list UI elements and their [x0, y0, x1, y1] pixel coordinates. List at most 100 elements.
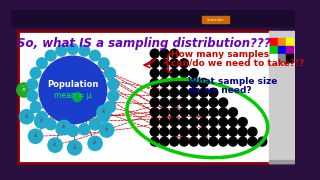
Circle shape: [170, 49, 179, 58]
Circle shape: [228, 108, 237, 117]
Bar: [286, 38, 293, 46]
Circle shape: [209, 127, 218, 136]
Circle shape: [180, 98, 188, 107]
Text: do we need?: do we need?: [188, 86, 252, 94]
Circle shape: [209, 108, 218, 117]
Circle shape: [199, 108, 208, 117]
Circle shape: [238, 118, 247, 127]
Circle shape: [79, 124, 90, 135]
Text: {: {: [160, 53, 174, 73]
Circle shape: [219, 118, 228, 127]
Text: $\bar{x}$: $\bar{x}$: [21, 86, 27, 94]
Circle shape: [189, 78, 198, 87]
Circle shape: [170, 59, 179, 68]
Circle shape: [90, 50, 100, 61]
Circle shape: [27, 79, 38, 89]
Circle shape: [97, 105, 111, 119]
Circle shape: [68, 44, 78, 54]
Circle shape: [170, 127, 179, 136]
Text: $\bar{x}$: $\bar{x}$: [61, 123, 67, 131]
Bar: [11, 10, 295, 32]
Circle shape: [180, 69, 188, 78]
Bar: [270, 54, 277, 62]
Text: Subscribe: Subscribe: [206, 18, 224, 22]
Circle shape: [150, 88, 159, 97]
Circle shape: [180, 137, 188, 146]
Circle shape: [199, 78, 208, 87]
Circle shape: [199, 98, 208, 107]
Circle shape: [219, 108, 228, 117]
Text: So, what IS a sampling distribution???: So, what IS a sampling distribution???: [17, 37, 271, 50]
Circle shape: [160, 108, 169, 117]
Bar: [286, 54, 293, 62]
Circle shape: [35, 114, 49, 128]
Circle shape: [17, 83, 31, 97]
Circle shape: [105, 102, 116, 112]
Bar: [268, 160, 295, 163]
Circle shape: [27, 91, 38, 101]
Circle shape: [150, 49, 159, 58]
Circle shape: [219, 137, 228, 146]
Text: $\bar{x}$: $\bar{x}$: [104, 126, 109, 134]
Text: What sample size: What sample size: [188, 77, 278, 86]
Circle shape: [258, 137, 267, 146]
Circle shape: [45, 50, 56, 61]
Circle shape: [39, 56, 107, 124]
Circle shape: [238, 127, 247, 136]
Circle shape: [56, 45, 67, 56]
Text: How many samples: How many samples: [171, 50, 269, 59]
Circle shape: [79, 124, 90, 135]
Circle shape: [160, 118, 169, 127]
Bar: [270, 38, 277, 46]
Circle shape: [180, 127, 188, 136]
Circle shape: [189, 137, 198, 146]
Text: $\bar{x}$: $\bar{x}$: [52, 141, 58, 149]
Circle shape: [150, 69, 159, 78]
Circle shape: [219, 127, 228, 136]
Circle shape: [48, 138, 62, 152]
Bar: [278, 46, 285, 53]
Text: can/do we need to take?!?: can/do we need to take?!?: [171, 59, 304, 68]
Circle shape: [189, 98, 198, 107]
Text: $\bar{x}$: $\bar{x}$: [24, 113, 29, 121]
Circle shape: [248, 127, 257, 136]
Circle shape: [189, 69, 198, 78]
Circle shape: [170, 69, 179, 78]
Circle shape: [160, 88, 169, 97]
Circle shape: [219, 98, 228, 107]
Circle shape: [199, 88, 208, 97]
Bar: [202, 16, 228, 23]
Circle shape: [228, 137, 237, 146]
Circle shape: [160, 59, 169, 68]
Circle shape: [73, 93, 82, 102]
Circle shape: [209, 98, 218, 107]
Circle shape: [189, 127, 198, 136]
Circle shape: [160, 78, 169, 87]
Circle shape: [99, 58, 109, 69]
Circle shape: [199, 118, 208, 127]
Circle shape: [90, 119, 100, 130]
Circle shape: [57, 120, 71, 134]
Circle shape: [105, 68, 116, 78]
Circle shape: [68, 126, 78, 136]
Circle shape: [180, 108, 188, 117]
Circle shape: [228, 127, 237, 136]
Circle shape: [99, 111, 109, 122]
Circle shape: [105, 68, 116, 78]
Circle shape: [150, 59, 159, 68]
Bar: [270, 46, 277, 53]
FancyBboxPatch shape: [18, 31, 273, 163]
Circle shape: [228, 118, 237, 127]
Circle shape: [150, 78, 159, 87]
Circle shape: [170, 118, 179, 127]
Circle shape: [150, 118, 159, 127]
Circle shape: [68, 126, 78, 136]
Circle shape: [170, 108, 179, 117]
Circle shape: [20, 110, 34, 124]
Circle shape: [238, 137, 247, 146]
Text: $\bar{x}$: $\bar{x}$: [101, 108, 107, 116]
Circle shape: [108, 91, 119, 101]
Circle shape: [100, 123, 114, 137]
Circle shape: [108, 79, 119, 89]
Circle shape: [88, 136, 102, 150]
